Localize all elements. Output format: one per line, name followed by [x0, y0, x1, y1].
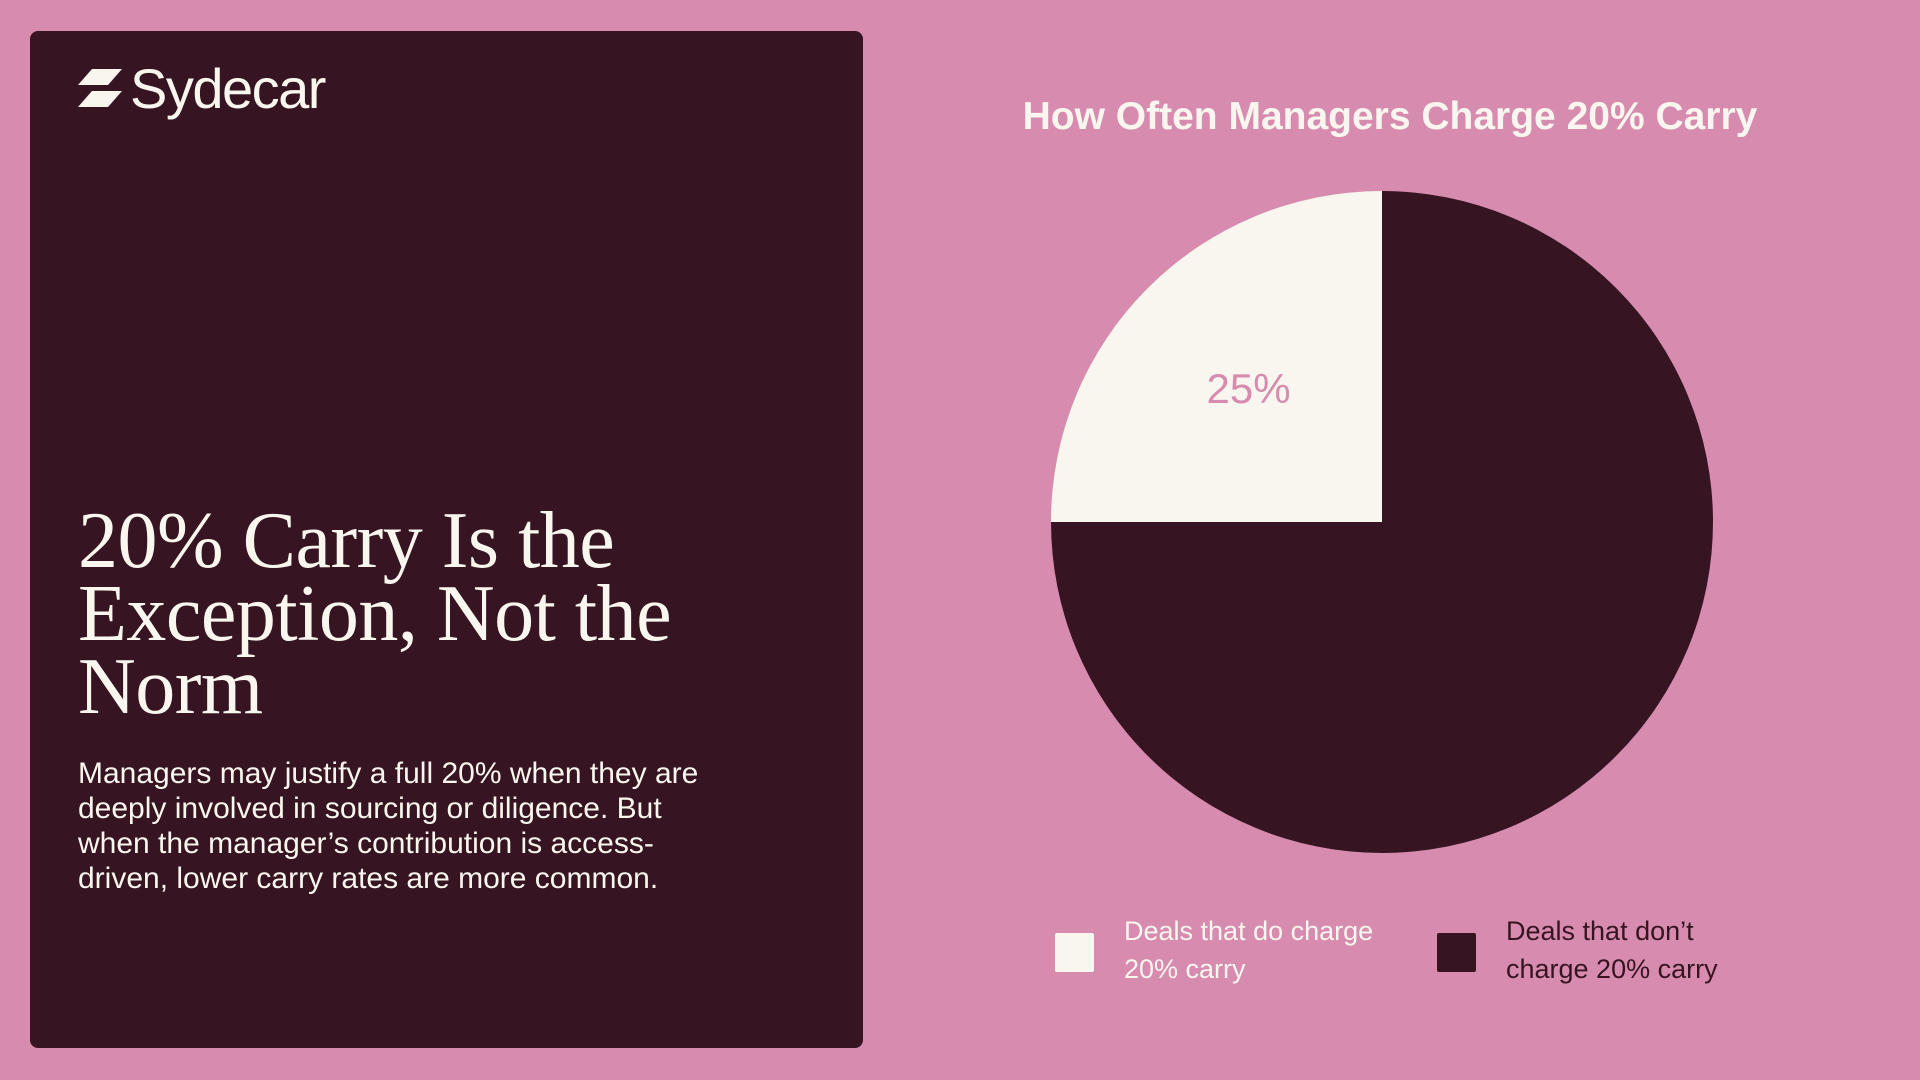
pie-slice-label-0: 25% — [1207, 365, 1291, 412]
pie-slice-0 — [1051, 191, 1382, 522]
brand-logo: Sydecar — [78, 54, 326, 124]
pie-chart: 25% — [1051, 191, 1713, 853]
legend-swatch — [1055, 933, 1094, 972]
sydecar-logo-icon — [78, 69, 122, 107]
chart-title: How Often Managers Charge 20% Carry — [1022, 95, 1758, 138]
headline: 20% Carry Is the Exception, Not the Norm — [78, 497, 672, 731]
brand-name: Sydecar — [130, 57, 326, 120]
legend-label: Deals that do charge 20% carry — [1124, 916, 1374, 984]
legend-swatch — [1437, 933, 1476, 972]
legend-item-do-charge: Deals that do charge 20% carry — [1055, 912, 1384, 988]
legend-item-dont-charge: Deals that don’t charge 20% carry — [1437, 912, 1766, 988]
left-panel — [30, 31, 863, 1048]
legend-label: Deals that don’t charge 20% carry — [1506, 916, 1718, 984]
pie-slice-1 — [1051, 191, 1713, 853]
body-copy: Managers may justify a full 20% when the… — [78, 757, 699, 895]
